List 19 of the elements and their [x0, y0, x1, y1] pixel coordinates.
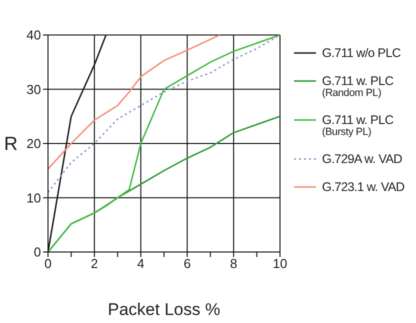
x-axis-title: Packet Loss % [108, 300, 220, 319]
y-tick-label: 0 [34, 244, 41, 260]
y-axis-title: R [4, 134, 18, 156]
y-tick-label: 30 [26, 82, 41, 97]
y-tick-label: 40 [26, 28, 41, 43]
legend-label: G.723.1 w. VAD [322, 180, 404, 194]
x-tick-label: 0 [44, 256, 52, 272]
y-tick-label: 20 [26, 136, 41, 152]
legend-label: G.711 w. PLC (Random PL) [322, 74, 394, 99]
x-tick-label: 6 [184, 256, 191, 272]
x-tick-label: 4 [137, 256, 144, 272]
legend-label: G.729A w. VAD [322, 152, 402, 166]
x-tick-label: 8 [230, 256, 238, 272]
x-tick-label: 2 [90, 256, 98, 272]
legend-label: G.711 w/o PLC [322, 46, 401, 60]
legend-label: G.711 w. PLC (Bursty PL) [322, 113, 394, 138]
line-series [48, 35, 220, 170]
x-tick-label: 10 [272, 256, 288, 272]
y-tick-label: 10 [26, 190, 41, 206]
